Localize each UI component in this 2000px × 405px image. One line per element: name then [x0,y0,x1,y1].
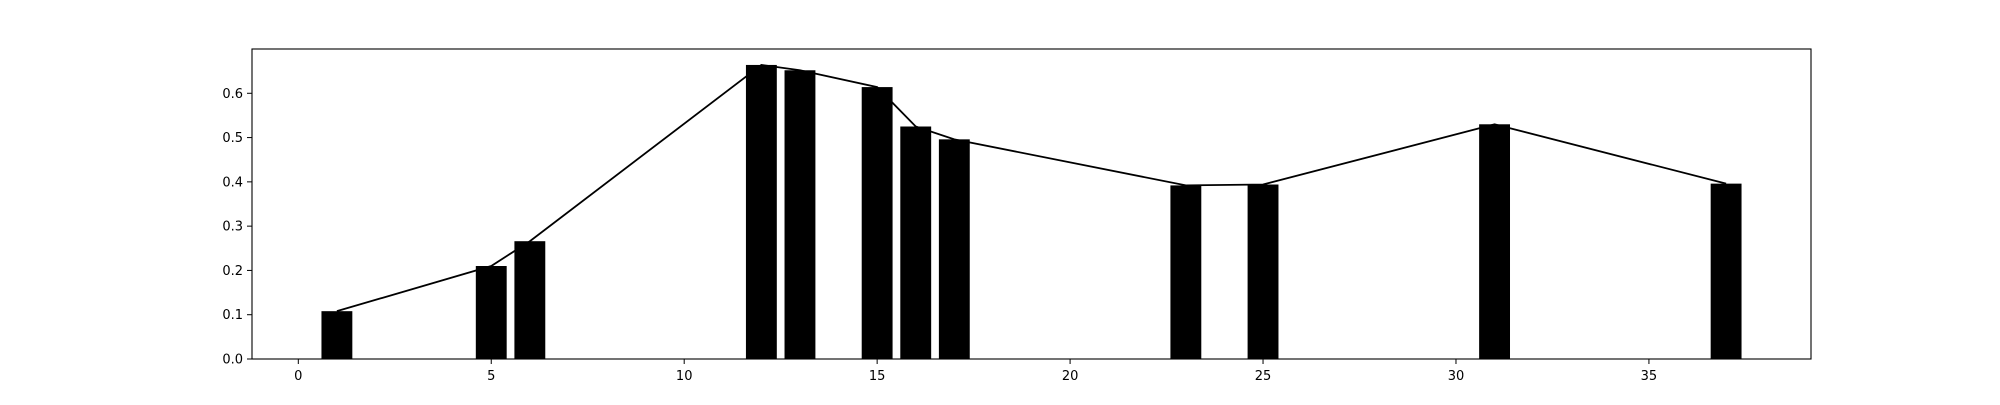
x-tick-label: 0 [294,369,302,384]
bar-37 [1710,183,1742,359]
bar-16 [900,126,932,359]
bar-31 [1479,124,1511,360]
bars-layer [321,64,1742,360]
bar-13 [784,70,816,359]
bar-25 [1247,184,1279,359]
bar-1 [321,311,353,359]
series-line [336,64,1727,313]
x-tick-label: 5 [487,369,495,384]
x-tick-label: 30 [1448,369,1465,384]
x-tick-label: 10 [676,369,693,384]
x-tick-label: 20 [1062,369,1079,384]
y-tick-label: 0.6 [222,87,243,102]
y-tick-label: 0.5 [222,131,243,146]
plot-frame [251,48,1812,360]
bar-23 [1170,185,1202,359]
axes-layer [251,48,1812,360]
y-tick-label: 0.3 [222,220,243,235]
ticks-layer: 0 5 10 15 20 25 30 35 0.0 0.1 0.2 0.3 0.4 0.5 0.6 [222,87,1657,384]
bar-5 [475,266,507,359]
y-tick-label: 0.4 [222,175,243,190]
x-tick-label: 15 [869,369,886,384]
y-tick-label: 0.0 [222,353,243,368]
bar-12 [745,64,777,359]
line-layer [336,64,1727,313]
x-tick-label: 35 [1641,369,1658,384]
x-tick-label: 25 [1255,369,1272,384]
bar-6 [514,241,546,359]
bar-15 [861,87,893,359]
y-tick-label: 0.2 [222,264,243,279]
bar-17 [938,139,970,359]
y-tick-label: 0.1 [222,308,243,323]
